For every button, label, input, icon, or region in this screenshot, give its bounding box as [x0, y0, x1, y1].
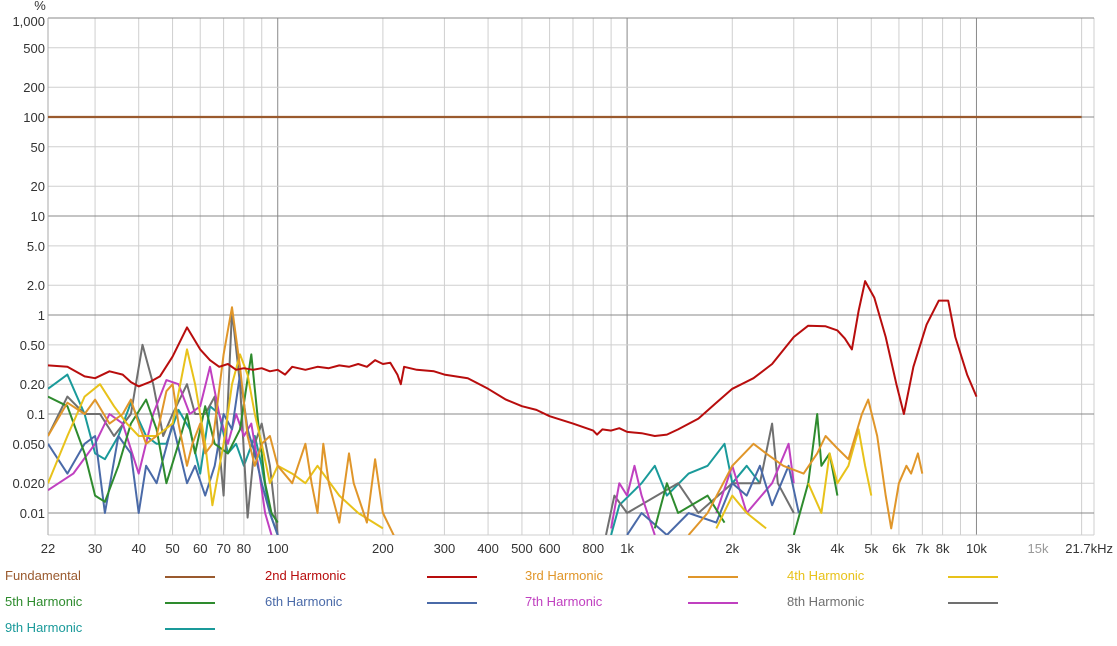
x-tick-label: 50	[165, 541, 179, 556]
x-tick-label: 400	[477, 541, 499, 556]
x-tick-label: 60	[193, 541, 207, 556]
x-tick-label: 4k	[831, 541, 845, 556]
x-tick-label: 80	[237, 541, 251, 556]
y-tick-label: 0.1	[27, 407, 45, 422]
x-tick-label: 5k	[864, 541, 878, 556]
y-tick-label: 0.020	[12, 476, 45, 491]
series-line-9th-harmonic	[48, 373, 761, 535]
x-tick-label: 70	[216, 541, 230, 556]
y-tick-label: 0.50	[20, 338, 45, 353]
grid	[47, 17, 1095, 536]
x-tick-label: 1k	[620, 541, 634, 556]
x-tick-label: 10k	[966, 541, 987, 556]
y-tick-label: 0.050	[12, 437, 45, 452]
x-tick-label: 300	[434, 541, 456, 556]
x-tick-label: 15k	[1027, 541, 1048, 556]
y-axis: % 1,000 500 200 100 50 20 10 5.0 2.0 1 0.50 0.20 0.1…	[12, 0, 46, 521]
series-line-2nd-harmonic	[48, 280, 978, 437]
y-tick-label: 100	[23, 110, 45, 125]
x-tick-label: 200	[372, 541, 394, 556]
y-tick-label: 200	[23, 80, 45, 95]
y-unit-label: %	[34, 0, 46, 13]
x-tick-label: 500	[511, 541, 533, 556]
y-tick-label: 500	[23, 41, 45, 56]
x-tick-label: 600	[539, 541, 561, 556]
series-line-7th-harmonic	[48, 365, 795, 535]
y-tick-label: 1,000	[12, 14, 45, 29]
y-tick-label: 20	[31, 179, 45, 194]
series-line-6th-harmonic	[48, 373, 800, 535]
y-tick-label: 1	[38, 308, 45, 323]
series-lines	[48, 115, 1082, 535]
x-tick-label: 8k	[936, 541, 950, 556]
y-tick-label: 5.0	[27, 239, 45, 254]
x-tick-label: 40	[131, 541, 145, 556]
x-tick-label: 100	[267, 541, 289, 556]
y-tick-label: 0.20	[20, 377, 45, 392]
x-tick-label: 22	[41, 541, 55, 556]
x-tick-label: 7k	[915, 541, 929, 556]
x-tick-label: 800	[582, 541, 604, 556]
x-tick-label: 3k	[787, 541, 801, 556]
y-tick-label: 2.0	[27, 278, 45, 293]
x-axis: 22 30 40 50 60 70 80 100 200 300 400 500 600 800 1k 2k 3…	[41, 541, 1113, 556]
x-tick-label: 2k	[725, 541, 739, 556]
y-tick-label: 50	[31, 140, 45, 155]
series-line-4th-harmonic	[48, 348, 873, 530]
x-tick-label: 6k	[892, 541, 906, 556]
x-tick-label: 30	[88, 541, 102, 556]
series-line-3rd-harmonic	[48, 306, 924, 535]
y-tick-label: 0.01	[20, 506, 45, 521]
y-tick-label: 10	[31, 209, 45, 224]
x-tick-label: 21.7kHz	[1065, 541, 1113, 556]
